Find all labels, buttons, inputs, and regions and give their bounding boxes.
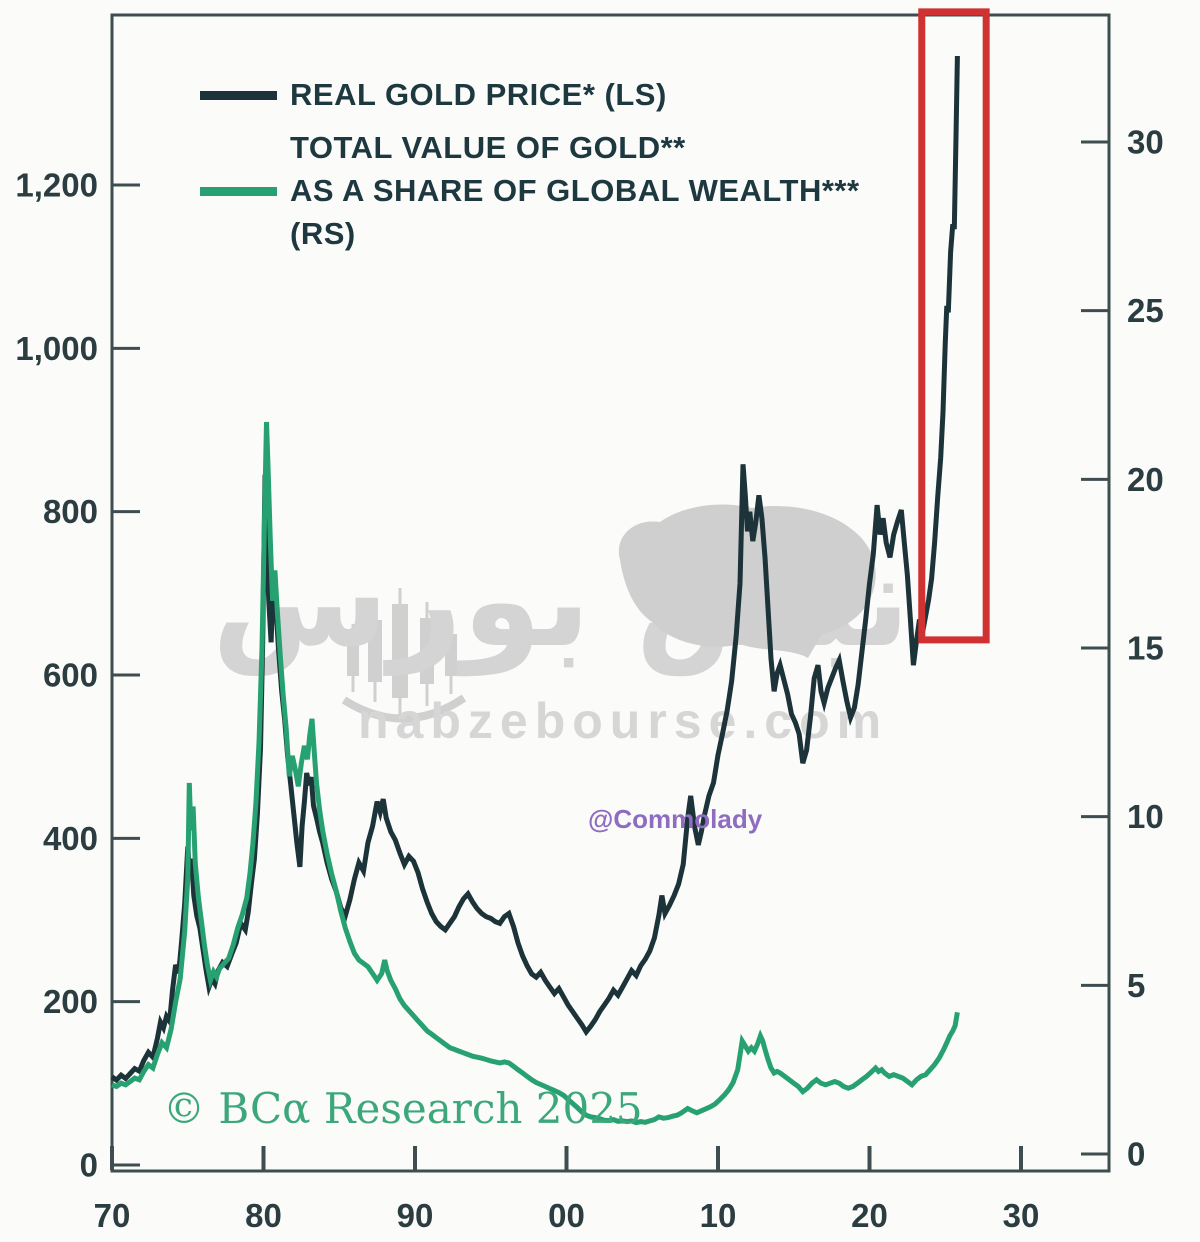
x-axis-tick-label: 00: [548, 1197, 585, 1234]
highlight-box: [918, 8, 990, 644]
left-axis-tick-label: 800: [43, 493, 98, 530]
x-axis-tick-label: 30: [1003, 1197, 1040, 1234]
x-axis-tick-label: 20: [851, 1197, 888, 1234]
right-axis-tick-label: 0: [1127, 1136, 1145, 1173]
watermark-candlestick-logo-icon: [341, 588, 467, 723]
right-axis-tick-label: 10: [1127, 798, 1164, 835]
plot-border: [110, 13, 1111, 1173]
right-axis-tick-label: 25: [1127, 292, 1164, 329]
x-axis-tick-label: 90: [397, 1197, 434, 1234]
left-axis-tick-label: 600: [43, 657, 98, 694]
x-axis-tick-label: 70: [94, 1197, 131, 1234]
right-axis-tick-label: 20: [1127, 461, 1164, 498]
legend-label-real-gold-price: REAL GOLD PRICE* (LS): [290, 77, 667, 112]
left-axis-tick-label: 1,000: [15, 330, 98, 367]
right-axis-tick-label: 30: [1127, 124, 1164, 161]
left-axis-tick-label: 200: [43, 983, 98, 1020]
legend-label-total-value-line3: (RS): [290, 216, 356, 251]
left-axis-tick-label: 0: [80, 1147, 98, 1184]
series-line-gold-share-of-wealth: [111, 421, 960, 1126]
right-axis-tick-label: 5: [1127, 967, 1145, 1004]
watermark-bull-icon: [618, 504, 876, 658]
legend-label-total-value-line2: AS A SHARE OF GLOBAL WEALTH***: [290, 173, 860, 208]
left-axis-tick-label: 400: [43, 820, 98, 857]
credit-text: © BCα Research 2025: [163, 1084, 643, 1133]
series-line-real-gold-price: [110, 55, 960, 1084]
x-axis-tick-label: 10: [700, 1197, 737, 1234]
right-axis-tick-label: 15: [1127, 630, 1164, 667]
legend-swatch-real-gold-price: [200, 91, 277, 100]
legend-label-total-value-line1: TOTAL VALUE OF GOLD**: [290, 130, 686, 165]
left-axis-tick-label: 1,200: [15, 167, 98, 204]
watermark-handle-text: @Commolady: [588, 804, 763, 834]
legend-swatch-gold-share-wealth: [200, 187, 277, 196]
x-axis-tick-label: 80: [245, 1197, 282, 1234]
